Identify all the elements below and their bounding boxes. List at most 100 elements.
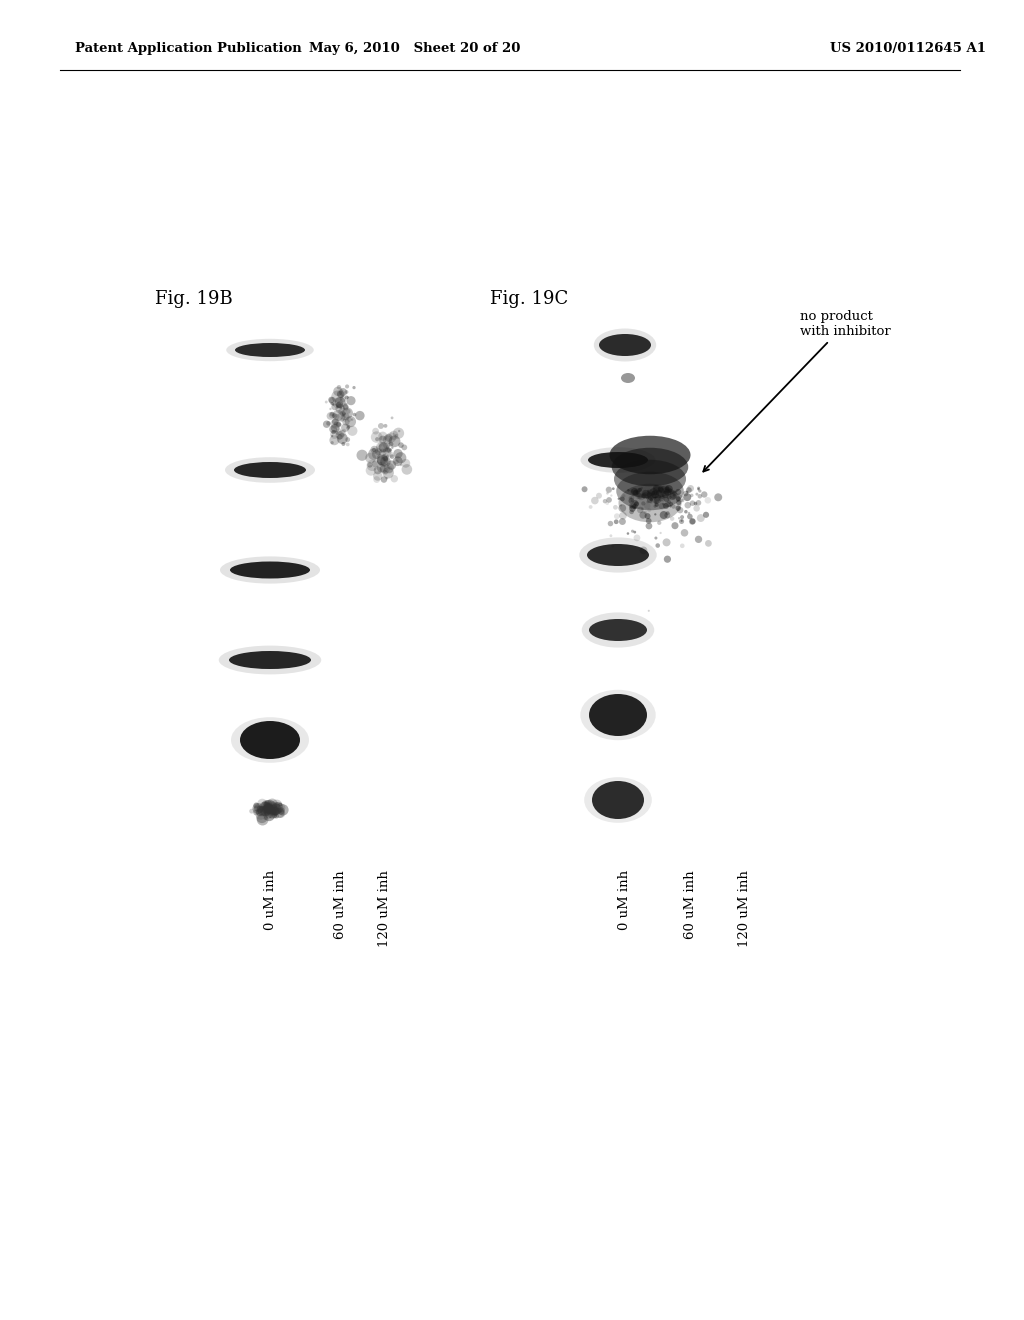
Circle shape: [267, 809, 271, 813]
Circle shape: [606, 492, 608, 495]
Circle shape: [651, 490, 659, 498]
Ellipse shape: [231, 717, 309, 763]
Circle shape: [629, 496, 632, 500]
Circle shape: [380, 465, 388, 473]
Circle shape: [268, 807, 272, 810]
Text: Patent Application Publication: Patent Application Publication: [75, 42, 302, 55]
Circle shape: [693, 502, 697, 506]
Circle shape: [654, 500, 657, 504]
Text: 120 uM inh: 120 uM inh: [738, 870, 752, 946]
Circle shape: [273, 812, 278, 814]
Circle shape: [340, 396, 346, 403]
Circle shape: [372, 461, 379, 467]
Circle shape: [618, 504, 626, 512]
Circle shape: [662, 491, 669, 498]
Circle shape: [633, 490, 639, 496]
Circle shape: [371, 446, 379, 454]
Circle shape: [654, 503, 658, 507]
Circle shape: [611, 544, 614, 548]
Circle shape: [338, 408, 346, 416]
Circle shape: [262, 800, 270, 808]
Circle shape: [263, 800, 272, 809]
Circle shape: [267, 808, 278, 818]
Circle shape: [401, 465, 413, 475]
Circle shape: [265, 812, 272, 818]
Circle shape: [345, 384, 349, 388]
Circle shape: [383, 467, 394, 478]
Circle shape: [653, 492, 657, 496]
Circle shape: [337, 391, 344, 399]
Circle shape: [672, 490, 676, 495]
Ellipse shape: [234, 462, 306, 478]
Circle shape: [665, 502, 671, 507]
Circle shape: [654, 503, 656, 504]
Ellipse shape: [580, 537, 656, 573]
Circle shape: [657, 520, 662, 525]
Circle shape: [347, 417, 351, 422]
Circle shape: [279, 803, 283, 807]
Circle shape: [398, 442, 403, 447]
Circle shape: [640, 487, 643, 490]
Circle shape: [276, 809, 286, 818]
Circle shape: [339, 430, 346, 437]
Circle shape: [670, 506, 672, 507]
Circle shape: [638, 494, 645, 500]
Circle shape: [261, 801, 269, 810]
Circle shape: [343, 418, 346, 421]
Circle shape: [329, 396, 335, 403]
Circle shape: [613, 519, 618, 524]
Circle shape: [687, 484, 694, 492]
Circle shape: [336, 401, 343, 408]
Circle shape: [332, 430, 336, 434]
Circle shape: [366, 453, 376, 463]
Circle shape: [382, 454, 389, 461]
Circle shape: [609, 535, 612, 537]
Circle shape: [342, 413, 349, 420]
Circle shape: [268, 807, 276, 814]
Circle shape: [690, 494, 693, 498]
Circle shape: [654, 536, 657, 540]
Circle shape: [338, 422, 341, 426]
Circle shape: [636, 491, 640, 495]
Circle shape: [646, 500, 649, 503]
Circle shape: [384, 457, 388, 462]
Circle shape: [395, 453, 407, 463]
Circle shape: [680, 544, 685, 548]
Circle shape: [617, 498, 620, 500]
Circle shape: [633, 500, 638, 506]
Circle shape: [269, 808, 274, 812]
Circle shape: [386, 433, 396, 442]
Circle shape: [401, 445, 408, 450]
Circle shape: [647, 492, 654, 500]
Circle shape: [634, 490, 638, 492]
Circle shape: [387, 447, 391, 453]
Circle shape: [596, 492, 602, 499]
Ellipse shape: [585, 777, 652, 822]
Circle shape: [399, 463, 402, 466]
Circle shape: [345, 396, 348, 400]
Circle shape: [662, 484, 670, 492]
Circle shape: [647, 488, 652, 494]
Circle shape: [278, 808, 285, 814]
Circle shape: [345, 416, 356, 428]
Circle shape: [648, 495, 653, 500]
Circle shape: [649, 498, 653, 502]
Circle shape: [333, 387, 343, 396]
Circle shape: [263, 803, 273, 813]
Circle shape: [263, 809, 274, 821]
Circle shape: [676, 495, 684, 503]
Circle shape: [335, 432, 339, 436]
Circle shape: [664, 556, 671, 562]
Ellipse shape: [611, 447, 688, 486]
Circle shape: [648, 491, 650, 494]
Circle shape: [636, 491, 639, 494]
Circle shape: [346, 409, 350, 413]
Circle shape: [389, 430, 398, 440]
Circle shape: [378, 442, 383, 446]
Circle shape: [270, 804, 282, 814]
Circle shape: [637, 488, 642, 492]
Circle shape: [278, 804, 289, 816]
Circle shape: [686, 491, 688, 494]
Circle shape: [353, 413, 356, 416]
Circle shape: [387, 461, 396, 470]
